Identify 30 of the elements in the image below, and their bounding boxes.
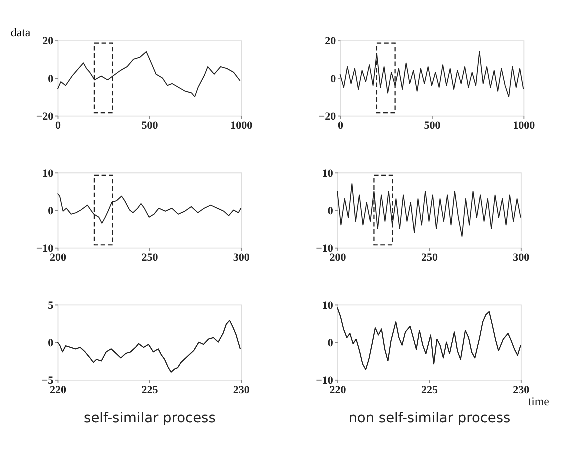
x-axis-title: self-similar process	[84, 410, 216, 427]
y-tick-label: 20	[325, 36, 337, 48]
y-tick-label: −20	[36, 110, 54, 123]
y-tick-label: 0	[330, 73, 337, 86]
x-tick-label: 1000	[513, 120, 536, 132]
x-tick-label: 1000	[230, 120, 254, 132]
x-tick-label: 225	[142, 384, 159, 396]
y-tick-label: 10	[322, 168, 334, 180]
x-tick-label: 230	[233, 384, 250, 396]
y-tick-label: 0	[48, 205, 54, 218]
x-tick-label: 500	[424, 120, 442, 132]
x-tick-label: 250	[421, 252, 438, 264]
y-tick-label: 0	[328, 337, 334, 350]
y-tick-label: 0	[48, 337, 54, 350]
x-tick-label: 225	[421, 384, 438, 396]
x-tick-label: 300	[233, 252, 250, 264]
y-tick-label: 0	[48, 73, 54, 86]
text: time	[528, 394, 550, 409]
x-tick-label: 250	[142, 252, 159, 264]
y-tick-label: 5	[48, 300, 54, 312]
y-tick-label: 10	[42, 168, 54, 180]
y-tick-label: 20	[42, 36, 54, 48]
y-tick-label: −20	[318, 110, 337, 123]
y-tick-label: 0	[328, 205, 334, 218]
y-tick-label: 10	[322, 300, 334, 312]
y-axis-title: data	[10, 25, 32, 40]
x-tick-label: 300	[513, 252, 530, 264]
x-tick-label: 500	[142, 120, 159, 132]
x-axis-title: non self-similar process	[348, 410, 511, 427]
x-tick-label: 230	[513, 384, 530, 396]
